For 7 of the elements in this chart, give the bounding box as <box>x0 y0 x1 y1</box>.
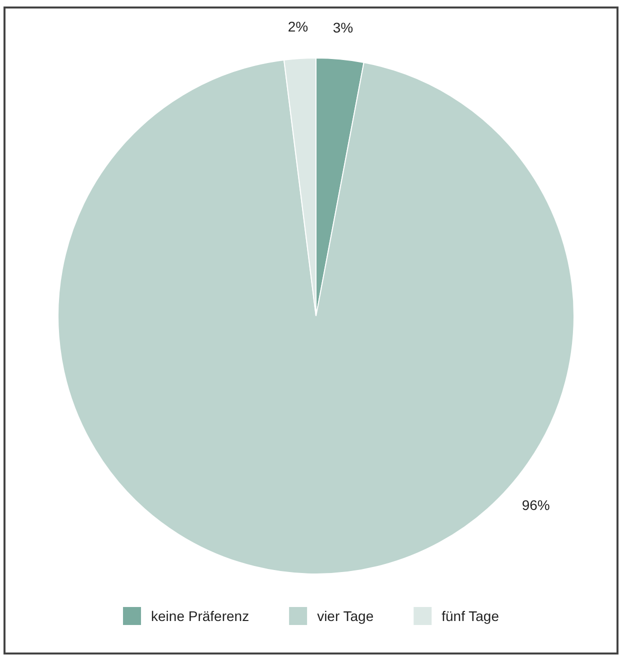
legend-label: fünf Tage <box>442 608 500 624</box>
slice-label: vier Tage <box>317 608 374 624</box>
data-label: 3% <box>332 19 354 36</box>
pie-slice <box>58 59 574 574</box>
data-label: 2% <box>288 18 308 35</box>
legend-label: keine Präferenz <box>151 608 250 624</box>
data-label: 96% <box>522 497 550 514</box>
